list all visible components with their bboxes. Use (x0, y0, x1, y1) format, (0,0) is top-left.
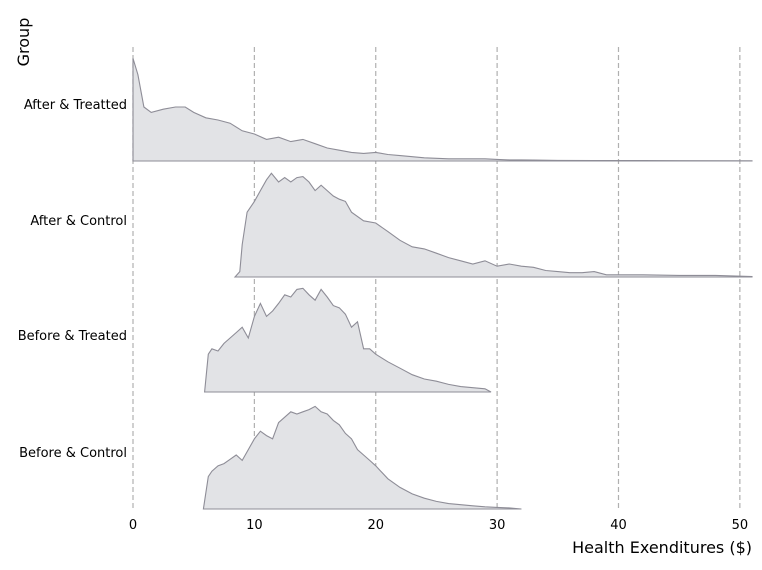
group-label-after-treatted: After & Treatted (24, 98, 127, 113)
x-axis-ticks: 0 10 20 30 40 50 (129, 518, 748, 533)
ridge-after-treatted (132, 58, 753, 162)
x-tick-label-30: 30 (489, 518, 506, 533)
group-label-before-control: Before & Control (19, 446, 127, 461)
group-label-before-treated: Before & Treated (18, 329, 127, 344)
ridges-layer (132, 58, 753, 510)
x-axis-title: Health Exenditures ($) (572, 538, 752, 557)
x-tick-label-50: 50 (732, 518, 749, 533)
ridge-before-treated (203, 287, 492, 393)
x-tick-label-10: 10 (246, 518, 263, 533)
ridge-before-control (202, 405, 522, 510)
x-tick-label-20: 20 (367, 518, 384, 533)
x-tick-label-40: 40 (610, 518, 627, 533)
grid-layer (132, 47, 741, 509)
ridge-after-control (233, 172, 753, 278)
y-axis-title: Group (14, 18, 33, 67)
group-label-after-control: After & Control (30, 214, 127, 229)
x-tick-label-0: 0 (129, 518, 137, 533)
group-labels: After & Treatted After & Control Before & … (18, 98, 127, 461)
